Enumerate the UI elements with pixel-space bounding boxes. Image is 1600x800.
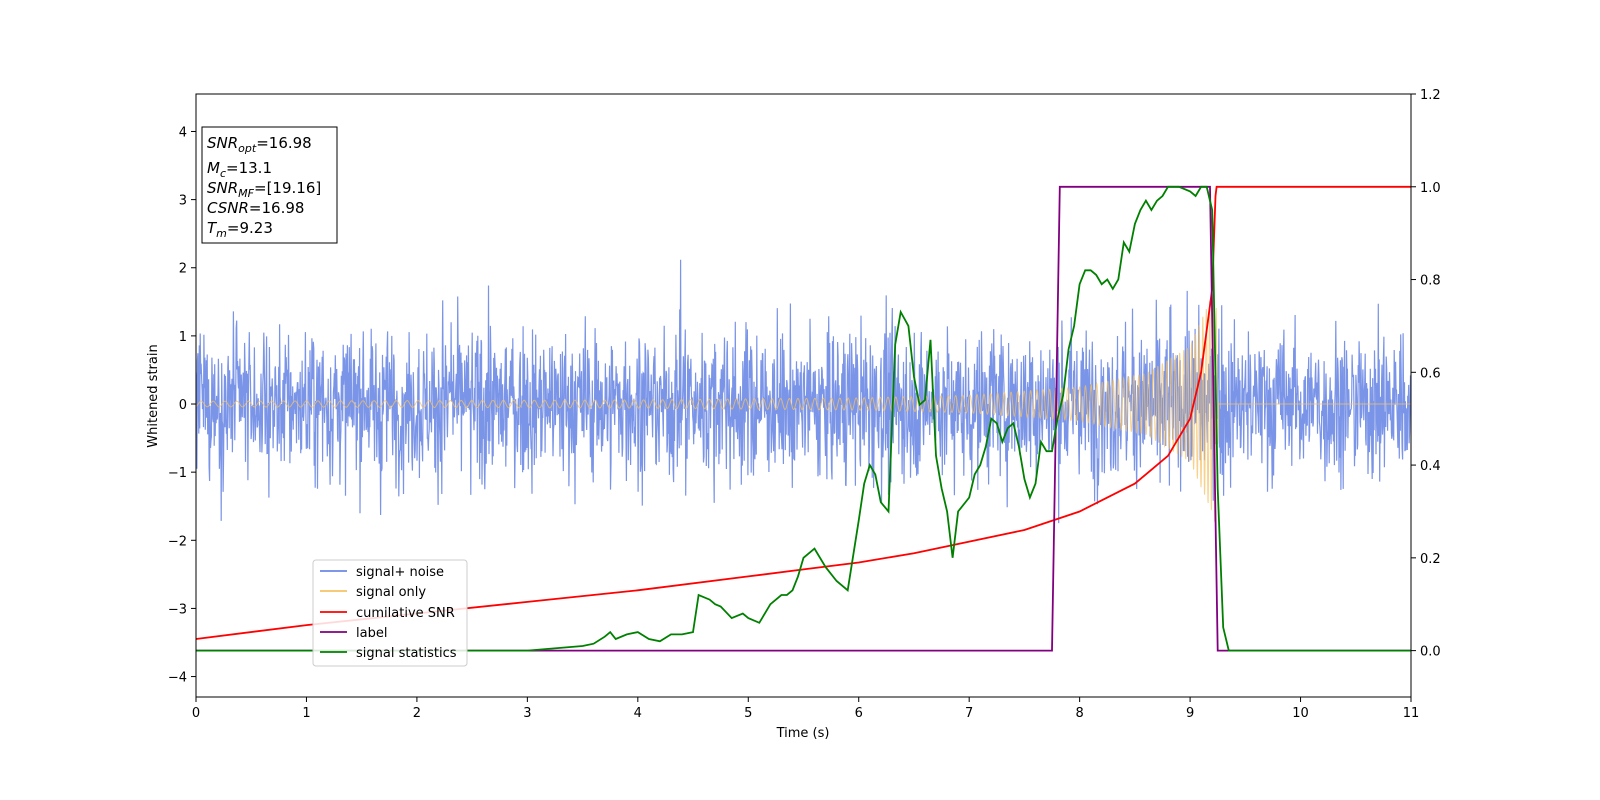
y-right-tick-label: 0.8 [1420,274,1441,289]
y-right-tick-label: 1.2 [1420,88,1441,103]
y-left-tick-label: −2 [168,534,187,549]
y-right-tick-label: 1.0 [1420,181,1441,196]
x-tick-label: 10 [1292,706,1309,721]
plot-frame [195,93,1412,698]
y-left-tick-label: 4 [179,125,187,140]
annotation-snr-opt: SNRopt=16.98 [207,134,312,155]
annotation-snr-mf: SNRMF=[19.16] [207,179,321,200]
x-axis-label: Time (s) [776,726,830,741]
annotation-tm: Tm=9.23 [207,219,273,240]
annotation-csnr: CSNR=16.98 [207,199,304,217]
x-tick-label: 11 [1403,706,1420,721]
y-left-tick-label: 3 [179,194,187,209]
y-right-tick-label: 0.6 [1420,366,1441,381]
legend-entry-cumulative-snr: cumilative SNR [356,606,455,621]
series-signal-only [196,292,1411,522]
y-axis-left: −4 −3 −2 −1 0 1 2 3 4 [168,125,196,686]
x-axis: 0 1 2 3 4 5 6 7 8 9 10 11 [192,697,1419,721]
legend: signal+ noise signal only cumilative SNR… [312,559,468,667]
series-signal-statistics [196,185,1411,652]
x-tick-label: 2 [413,706,421,721]
y-left-tick-label: −1 [168,466,187,481]
y-axis-right: 0.0 0.2 0.4 0.6 0.8 1.0 1.2 [1411,88,1441,660]
legend-entry-signal-statistics: signal statistics [356,646,457,661]
series-cumulative-snr [196,185,1411,640]
x-tick-label: 6 [855,706,863,721]
y-right-tick-label: 0.4 [1420,459,1441,474]
y-right-tick-label: 0.2 [1420,552,1441,567]
legend-entry-signal-only: signal only [356,585,426,600]
x-tick-label: 5 [744,706,752,721]
x-tick-label: 4 [634,706,642,721]
x-tick-label: 7 [965,706,973,721]
x-tick-label: 8 [1075,706,1083,721]
y-left-tick-label: −3 [168,602,187,617]
legend-entry-signal-noise: signal+ noise [356,565,444,580]
x-tick-label: 0 [192,706,200,721]
legend-entry-label: label [356,626,387,641]
annotation-mc: Mc=13.1 [207,159,272,180]
y-axis-label: Whitened strain [146,344,161,447]
y-left-tick-label: −4 [168,671,187,686]
y-left-tick-label: 1 [179,330,187,345]
y-left-tick-label: 2 [179,262,187,277]
y-right-tick-label: 0.0 [1420,645,1441,660]
x-tick-label: 1 [302,706,310,721]
x-tick-label: 9 [1186,706,1194,721]
annotation-box: SNRopt=16.98 Mc=13.1 SNRMF=[19.16] CSNR=… [201,126,338,244]
y-left-tick-label: 0 [179,398,187,413]
x-tick-label: 3 [523,706,531,721]
